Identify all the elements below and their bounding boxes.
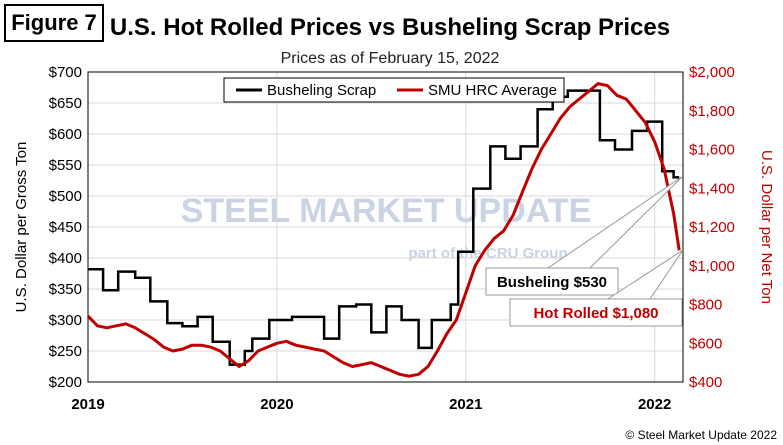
callouts: Busheling $530 Hot Rolled $1,080 xyxy=(485,175,684,327)
left-axis-ticks: $200 $250 $300 $350 $400 $450 $500 $550 $600 $650… xyxy=(49,64,82,391)
right-axis-label: U.S. Dollar per Net Ton xyxy=(758,150,775,304)
left-tick-label: $650 xyxy=(49,95,82,112)
left-tick-label: $400 xyxy=(49,250,82,267)
legend-label-scrap: Busheling Scrap xyxy=(267,82,376,99)
plot-area xyxy=(87,71,684,383)
right-tick-label: $1,800 xyxy=(689,103,735,120)
left-axis-label: U.S. Dollar per Gross Ton xyxy=(13,142,30,313)
x-tick-label: 2021 xyxy=(449,396,482,413)
left-tick-label: $700 xyxy=(49,64,82,81)
left-tick-label: $300 xyxy=(49,312,82,329)
right-axis-ticks: $400 $600 $800 $1,000 $1,200 $1,400 $1,600 $1,8… xyxy=(689,64,735,391)
left-tick-label: $500 xyxy=(49,188,82,205)
callout-pointer-hrc xyxy=(606,249,684,300)
left-tick-label: $550 xyxy=(49,157,82,174)
right-tick-label: $2,000 xyxy=(689,64,735,81)
left-tick-label: $600 xyxy=(49,126,82,143)
legend-label-hrc: SMU HRC Average xyxy=(428,82,557,99)
left-tick-label: $450 xyxy=(49,219,82,236)
callout-text-scrap: Busheling $530 xyxy=(497,274,607,291)
right-tick-label: $1,200 xyxy=(689,219,735,236)
legend: Busheling Scrap SMU HRC Average xyxy=(223,77,565,103)
callout-box-scrap xyxy=(485,267,619,296)
left-tick-label: $350 xyxy=(49,281,82,298)
right-tick-label: $1,000 xyxy=(689,258,735,275)
copyright: © Steel Market Update 2022 xyxy=(625,428,777,442)
callout-box-hrc xyxy=(509,298,683,327)
right-tick-label: $800 xyxy=(689,297,722,314)
series-line-smu-hrc xyxy=(86,82,681,378)
left-tick-label: $250 xyxy=(49,343,82,360)
x-axis-ticks: 2019 2020 2021 2022 xyxy=(71,396,671,413)
x-tick-label: 2019 xyxy=(71,396,104,413)
chart-title: U.S. Hot Rolled Prices vs Busheling Scra… xyxy=(110,14,670,41)
x-tick-label: 2020 xyxy=(260,396,293,413)
figure-label: Figure 7 xyxy=(4,4,104,42)
right-tick-label: $1,600 xyxy=(689,142,735,159)
legend-box xyxy=(223,77,565,103)
grid xyxy=(87,71,683,383)
right-tick-label: $600 xyxy=(689,335,722,352)
watermark-line1: STEEL MARKET UPDATE xyxy=(181,192,592,230)
series-lines xyxy=(86,82,681,378)
series-line-busheling-scrap xyxy=(88,89,680,366)
right-tick-label: $400 xyxy=(689,374,722,391)
right-tick-label: $1,400 xyxy=(689,180,735,197)
chart-subtitle: Prices as of February 15, 2022 xyxy=(281,50,500,67)
callout-text-hrc: Hot Rolled $1,080 xyxy=(533,305,658,322)
x-tick-label: 2022 xyxy=(638,396,671,413)
left-tick-label: $200 xyxy=(49,374,82,391)
